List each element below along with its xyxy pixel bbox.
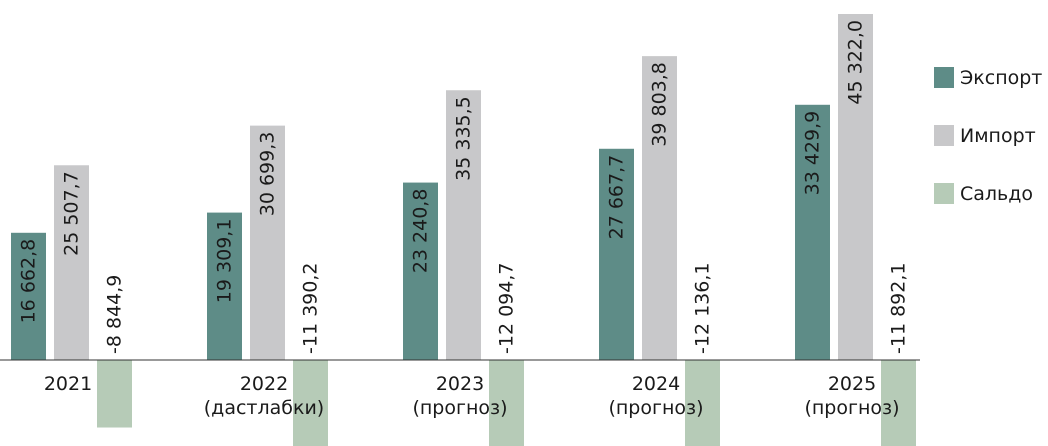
bar-Сальдо-3 (685, 360, 720, 446)
bar-Импорт-2 (446, 90, 481, 360)
bar-Экспорт-3 (599, 148, 634, 360)
bar-Экспорт-2 (403, 182, 438, 360)
category-label: (прогноз) (804, 397, 899, 419)
category-label: 2023 (436, 373, 484, 395)
value-label: 35 335,5 (453, 96, 475, 181)
bar-Импорт-1 (250, 125, 285, 360)
value-label: -8 844,9 (104, 275, 126, 354)
bar-Экспорт-0 (11, 232, 46, 360)
bar-Сальдо-0 (97, 360, 132, 428)
labels-layer: 16 662,8 25 507,7 -8 844,9 2021 19 309,1 30 6… (18, 20, 910, 419)
legend-label: Импорт (960, 124, 1036, 147)
value-label: 45 322,0 (845, 20, 867, 105)
category-label: 2021 (44, 373, 92, 395)
category-label: 2024 (632, 373, 680, 395)
bar-Сальдо-2 (489, 360, 524, 446)
bar-Импорт-4 (838, 14, 873, 360)
legend: Экспорт Импорт Сальдо (934, 62, 1046, 236)
legend-label: Сальдо (960, 182, 1034, 205)
bar-Экспорт-4 (795, 104, 830, 360)
value-label: 27 667,7 (606, 155, 628, 240)
bar-Сальдо-4 (881, 360, 916, 446)
category-label: 2025 (828, 373, 876, 395)
bar-Сальдо-1 (293, 360, 328, 446)
bar-Импорт-0 (54, 165, 89, 360)
legend-label: Экспорт (960, 66, 1043, 89)
legend-swatch (934, 125, 954, 146)
bar-Экспорт-1 (207, 212, 242, 360)
category-label: (прогноз) (412, 397, 507, 419)
legend-swatch (934, 67, 954, 88)
value-label: 33 429,9 (802, 111, 824, 196)
bars-layer (11, 14, 916, 446)
legend-item: Экспорт (934, 62, 1046, 93)
category-label: 2022 (240, 373, 288, 395)
value-label: 16 662,8 (18, 239, 40, 324)
bar-Импорт-3 (642, 56, 677, 360)
value-label: 30 699,3 (257, 132, 279, 217)
value-label: 39 803,8 (649, 62, 671, 147)
value-label: 25 507,7 (61, 171, 83, 256)
legend-item: Сальдо (934, 178, 1046, 209)
value-label: -11 892,1 (888, 263, 910, 354)
category-label: (прогноз) (608, 397, 703, 419)
legend-item: Импорт (934, 120, 1046, 151)
category-label: (дастлабки) (204, 397, 324, 419)
value-label: -12 094,7 (496, 263, 518, 354)
value-label: 19 309,1 (214, 219, 236, 304)
value-label: -12 136,1 (692, 263, 714, 354)
value-label: -11 390,2 (300, 263, 322, 354)
value-label: 23 240,8 (410, 189, 432, 274)
legend-swatch (934, 183, 954, 204)
